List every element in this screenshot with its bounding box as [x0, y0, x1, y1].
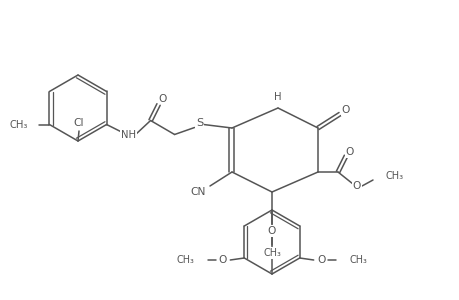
Text: CH₃: CH₃: [9, 119, 28, 130]
Text: O: O: [158, 94, 167, 103]
Text: O: O: [218, 255, 226, 265]
Text: H: H: [274, 92, 281, 102]
Text: NH: NH: [121, 130, 136, 140]
Text: O: O: [317, 255, 325, 265]
Text: O: O: [267, 226, 275, 236]
Text: CH₃: CH₃: [349, 255, 367, 265]
Text: CH₃: CH₃: [263, 248, 280, 258]
Text: CN: CN: [190, 187, 205, 197]
Text: CH₃: CH₃: [385, 171, 403, 181]
Text: O: O: [345, 147, 353, 157]
Text: O: O: [341, 105, 349, 115]
Text: O: O: [352, 181, 360, 191]
Text: Cl: Cl: [73, 118, 84, 128]
Text: CH₃: CH₃: [176, 255, 194, 265]
Text: S: S: [196, 118, 203, 128]
